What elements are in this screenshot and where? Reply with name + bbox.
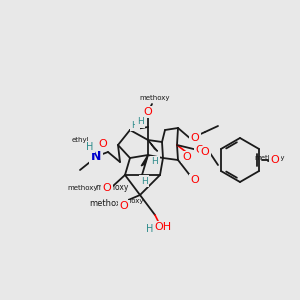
Text: O: O [114, 198, 122, 208]
Polygon shape [148, 140, 158, 151]
Text: H: H [146, 224, 154, 234]
Text: O: O [190, 175, 200, 185]
Polygon shape [141, 155, 148, 166]
Text: O: O [183, 152, 191, 162]
Text: methoxy: methoxy [140, 95, 170, 101]
Text: H: H [132, 121, 138, 130]
Text: O: O [190, 133, 200, 143]
Text: O: O [99, 139, 107, 149]
Text: methoxy: methoxy [68, 185, 98, 191]
Text: methoxy: methoxy [90, 199, 126, 208]
Text: methoxy: methoxy [95, 183, 128, 192]
Text: O: O [120, 201, 128, 211]
Text: O: O [103, 183, 111, 193]
Text: H: H [86, 142, 94, 152]
Text: O: O [196, 145, 204, 155]
Text: H: H [141, 176, 147, 185]
Text: N: N [91, 151, 101, 164]
Text: O: O [271, 155, 279, 165]
Text: ethyl: ethyl [71, 137, 89, 143]
Text: O: O [201, 147, 209, 157]
Text: OH: OH [154, 222, 172, 232]
Text: H: H [152, 158, 158, 166]
Text: H: H [136, 118, 143, 127]
Text: methoxy: methoxy [255, 155, 285, 161]
Text: methoxy: methoxy [113, 198, 143, 204]
Text: O: O [144, 107, 152, 117]
